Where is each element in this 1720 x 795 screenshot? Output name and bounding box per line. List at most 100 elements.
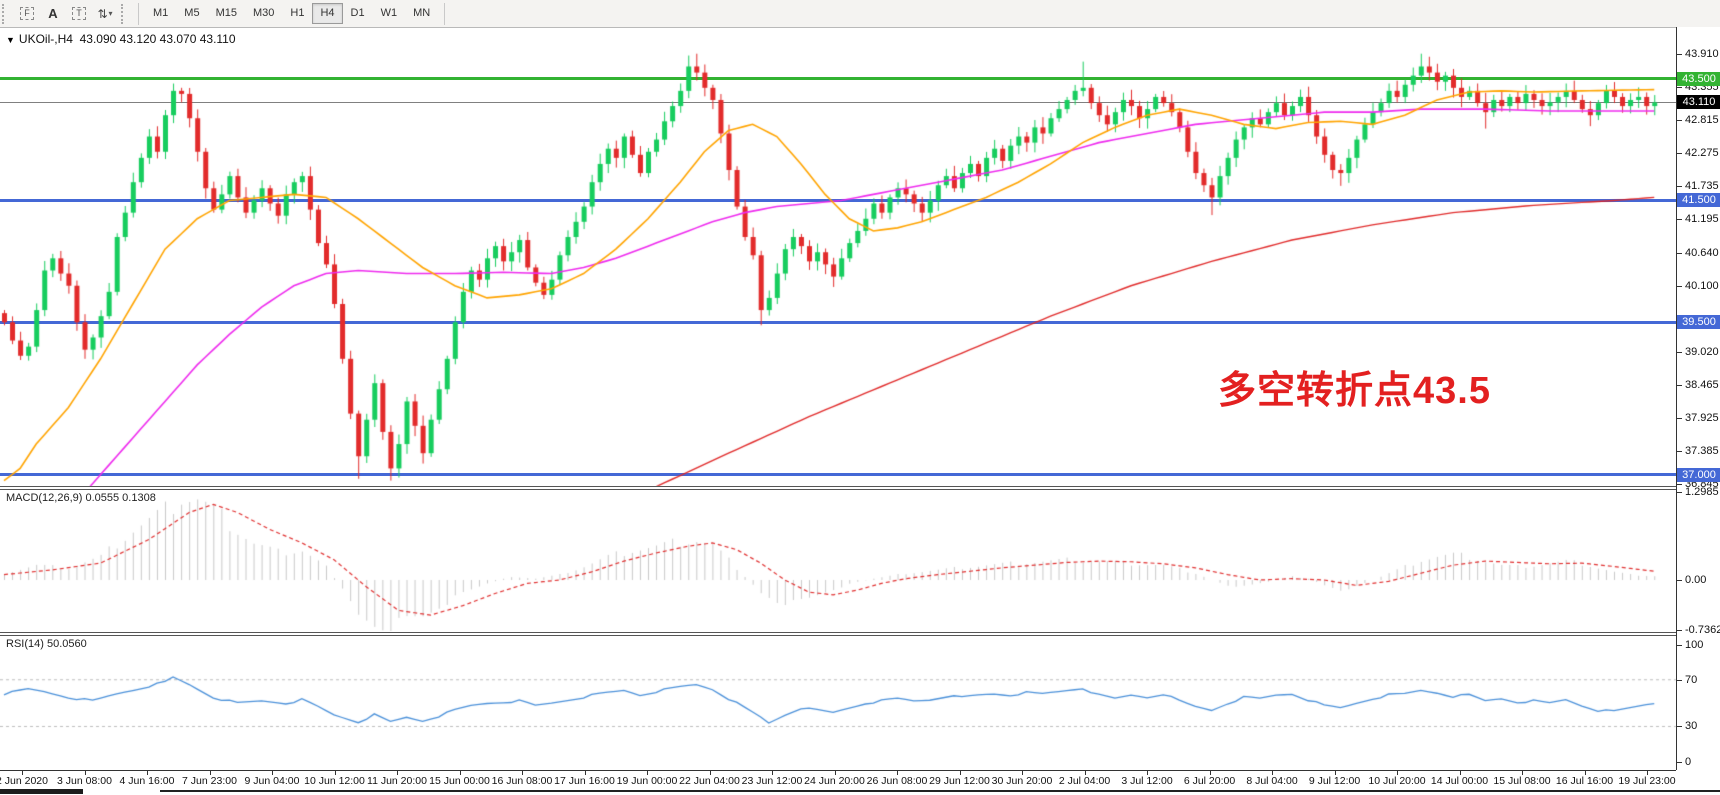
time-tick-mark bbox=[84, 771, 86, 775]
price-axis-label: 1.2985 bbox=[1685, 486, 1719, 499]
time-axis: 2 Jun 2020 3 Jun 08:00 4 Jun 16:00 7 Jun 23… bbox=[0, 770, 1676, 790]
scrollbar-thumb[interactable] bbox=[0, 789, 83, 794]
time-tick-mark bbox=[1647, 771, 1648, 775]
price-axis-label: 40.100 bbox=[1685, 279, 1719, 292]
chevron-down-icon[interactable]: ▼ bbox=[6, 35, 15, 45]
price-axis-label: 39.020 bbox=[1685, 345, 1719, 358]
price-axis-label: 37.385 bbox=[1685, 445, 1719, 458]
axis-tick-mark bbox=[1677, 351, 1682, 353]
time-tick-mark bbox=[1397, 771, 1398, 775]
time-axis-label: 17 Jun 16:00 bbox=[554, 775, 615, 787]
scrollbar-track[interactable] bbox=[160, 790, 1720, 792]
axis-tick-mark bbox=[1677, 252, 1682, 254]
axis-tick-mark bbox=[1677, 761, 1682, 763]
time-axis-label: 22 Jun 04:00 bbox=[679, 775, 740, 787]
time-axis-label: 14 Jul 00:00 bbox=[1430, 775, 1489, 787]
time-axis-label: 2 Jul 04:00 bbox=[1058, 775, 1111, 787]
horizontal-scrollbar bbox=[0, 789, 1720, 795]
price-axis-label: 37.925 bbox=[1685, 412, 1719, 425]
time-axis-label: 3 Jun 08:00 bbox=[57, 775, 112, 787]
time-tick-mark bbox=[1459, 771, 1461, 775]
time-tick-mark bbox=[1522, 771, 1523, 775]
symbol-ohlc-values: 43.090 43.120 43.070 43.110 bbox=[79, 32, 236, 46]
price-axis-label: 41.195 bbox=[1685, 213, 1719, 226]
axis-tick-mark bbox=[1677, 726, 1682, 728]
axis-tick-mark bbox=[1677, 418, 1682, 420]
axis-tick-mark bbox=[1677, 285, 1682, 287]
time-tick-mark bbox=[147, 771, 148, 775]
price-axis-label: 0.00 bbox=[1685, 574, 1707, 586]
time-tick-mark bbox=[1084, 771, 1086, 775]
axis-tick-mark bbox=[1677, 580, 1682, 581]
time-tick-mark bbox=[334, 771, 336, 775]
time-axis-label: 6 Jul 20:00 bbox=[1183, 775, 1236, 787]
price-axis-label: 42.275 bbox=[1685, 147, 1719, 160]
price-badge-43.500: 43.500 bbox=[1677, 71, 1720, 86]
chart-annotation-text[interactable]: 多空转折点43.5 bbox=[1218, 370, 1491, 412]
price-axis-label: 43.910 bbox=[1685, 47, 1719, 60]
time-axis-label: 29 Jun 12:00 bbox=[929, 775, 990, 787]
time-axis-label: 15 Jul 08:00 bbox=[1493, 775, 1551, 787]
axis-tick-mark bbox=[1677, 451, 1682, 453]
price-axis-label: 0 bbox=[1685, 755, 1692, 768]
current-price-badge: 43.110 bbox=[1677, 95, 1720, 110]
time-axis-label: 15 Jun 00:00 bbox=[429, 775, 490, 787]
macd-indicator-label: MACD(12,26,9) 0.0555 0.1308 bbox=[6, 492, 156, 504]
time-tick-mark bbox=[522, 771, 523, 775]
time-tick-mark bbox=[772, 771, 773, 775]
time-tick-mark bbox=[647, 771, 648, 775]
time-tick-mark bbox=[834, 771, 836, 775]
axis-tick-mark bbox=[1677, 120, 1682, 122]
time-tick-mark bbox=[1209, 771, 1211, 775]
price-axis-label: -0.7362 bbox=[1685, 623, 1720, 636]
price-axis-label: 38.465 bbox=[1685, 379, 1719, 392]
time-tick-mark bbox=[1334, 771, 1336, 775]
time-axis-label: 3 Jul 12:00 bbox=[1121, 775, 1173, 787]
time-axis-label: 16 Jun 08:00 bbox=[491, 775, 553, 787]
time-tick-mark bbox=[459, 771, 461, 775]
price-axis-label: 41.735 bbox=[1685, 180, 1719, 193]
time-axis-label: 9 Jul 12:00 bbox=[1308, 775, 1361, 787]
panel-separator-rsi[interactable] bbox=[0, 632, 1720, 636]
time-axis-label: 16 Jul 16:00 bbox=[1555, 775, 1614, 787]
axis-tick-mark bbox=[1677, 87, 1682, 89]
axis-tick-mark bbox=[1677, 53, 1682, 55]
axis-tick-mark bbox=[1677, 186, 1682, 188]
time-axis-label: 23 Jun 12:00 bbox=[741, 775, 803, 787]
panel-separator-macd[interactable] bbox=[0, 486, 1720, 490]
price-axis-label: 100 bbox=[1685, 638, 1704, 651]
time-tick-mark bbox=[897, 771, 898, 775]
time-axis-label: 9 Jun 04:00 bbox=[244, 775, 300, 787]
axis-tick-mark bbox=[1677, 679, 1682, 681]
time-axis-label: 26 Jun 08:00 bbox=[866, 775, 928, 787]
time-axis-label: 30 Jun 20:00 bbox=[991, 775, 1053, 787]
axis-tick-mark bbox=[1677, 629, 1682, 631]
time-tick-mark bbox=[22, 771, 23, 775]
axis-tick-mark bbox=[1677, 492, 1682, 494]
time-axis-label: 2 Jun 2020 bbox=[0, 775, 48, 787]
time-tick-mark bbox=[959, 771, 961, 775]
time-tick-mark bbox=[584, 771, 586, 775]
time-tick-mark bbox=[1272, 771, 1273, 775]
axis-tick-mark bbox=[1677, 153, 1682, 155]
time-tick-mark bbox=[209, 771, 211, 775]
time-axis-label: 10 Jun 12:00 bbox=[304, 775, 365, 787]
price-badge-41.500: 41.500 bbox=[1677, 193, 1720, 208]
time-axis-label: 19 Jun 00:00 bbox=[616, 775, 678, 787]
symbol-name: UKOil-,H4 bbox=[18, 32, 73, 46]
time-tick-mark bbox=[709, 771, 711, 775]
time-axis-label: 19 Jul 23:00 bbox=[1618, 775, 1676, 787]
axis-tick-mark bbox=[1677, 483, 1682, 485]
axis-tick-mark bbox=[1677, 385, 1682, 387]
axis-tick-mark bbox=[1677, 219, 1682, 221]
time-axis-label: 10 Jul 20:00 bbox=[1368, 775, 1426, 787]
time-axis-label: 11 Jun 20:00 bbox=[367, 775, 427, 787]
symbol-info: ▼ UKOil-,H4 43.090 43.120 43.070 43.110 bbox=[6, 32, 236, 46]
price-badge-39.500: 39.500 bbox=[1677, 315, 1720, 330]
time-tick-mark bbox=[397, 771, 398, 775]
time-tick-mark bbox=[1147, 771, 1148, 775]
time-axis-label: 8 Jul 04:00 bbox=[1246, 775, 1298, 787]
time-axis-label: 7 Jun 23:00 bbox=[182, 775, 237, 787]
